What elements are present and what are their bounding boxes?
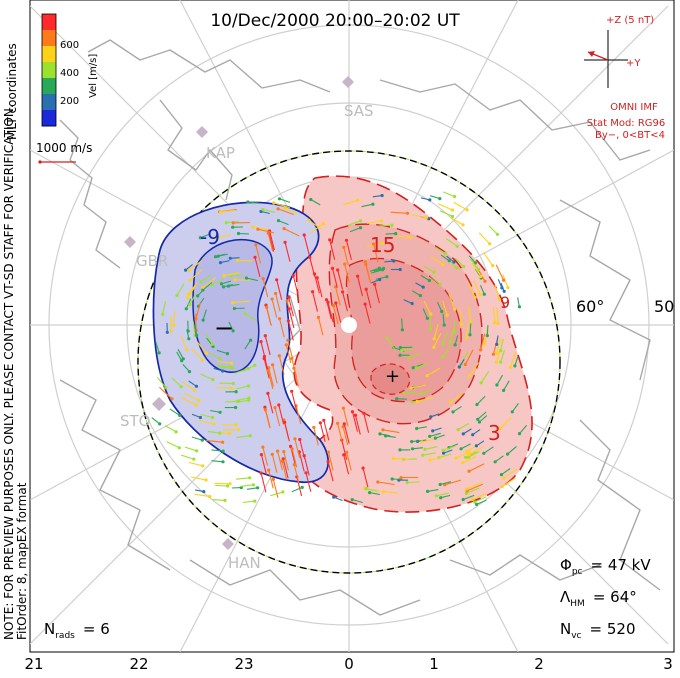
pole-marker <box>341 317 357 333</box>
mlt-axis: 21 22 23 0 1 2 3 <box>24 655 672 673</box>
map-title: 10/Dec/2000 20:00–20:02 UT <box>210 11 460 31</box>
mlt-tick-0: 0 <box>344 655 354 673</box>
velocity-vector <box>230 258 239 259</box>
mlt-tick-23: 23 <box>234 655 253 673</box>
colorbar-tick-200: 200 <box>60 96 79 107</box>
velocity-vector <box>238 260 253 261</box>
colorbar-swatch <box>42 30 56 47</box>
velocity-vector <box>223 430 239 431</box>
mlt-tick-1: 1 <box>429 655 439 673</box>
imf-y-label: +Y <box>626 58 641 69</box>
colorbar-swatch <box>42 110 56 127</box>
imf-condition: By−, 0<BT<4 <box>595 130 665 141</box>
velocity-vector <box>487 325 488 335</box>
colorbar-label: Vel [m/s] <box>88 54 99 98</box>
imf-z-label: +Z (5 nT) <box>606 15 654 26</box>
imf-source: OMNI IMF <box>610 102 658 113</box>
station-label-sas: SAS <box>344 102 374 120</box>
colorbar-swatch <box>42 46 56 63</box>
colorbar-swatches <box>42 14 56 127</box>
colorbar-swatch <box>42 14 56 31</box>
mlt-tick-22: 22 <box>129 655 148 673</box>
preview-note: NOTE: FOR PREVIEW PURPOSES ONLY. PLEASE … <box>2 104 16 640</box>
station-label-sto: STO <box>120 412 151 430</box>
colorbar-swatch <box>42 62 56 79</box>
latitude-label-50: 50° <box>654 297 680 316</box>
colorbar-swatch <box>42 78 56 95</box>
mlt-tick-21: 21 <box>24 655 43 673</box>
velocity-vector <box>397 399 407 400</box>
contour-label-15: 15 <box>370 233 395 257</box>
velocity-vector <box>407 482 419 483</box>
colorbar-swatch <box>42 94 56 111</box>
mlt-tick-2: 2 <box>534 655 544 673</box>
velocity-vector <box>392 479 402 480</box>
colorbar-tick-600: 600 <box>60 40 79 51</box>
imf-model: Stat Mod: RG96 <box>587 118 666 129</box>
contour-label-9: 9 <box>500 293 510 312</box>
latitude-label-60: 60° <box>576 297 604 316</box>
scale-vector-label: 1000 m/s <box>36 141 92 155</box>
contour-label-neg: -9 <box>200 225 220 249</box>
fit-order: FitOrder: 8, mapEX format <box>15 482 29 640</box>
station-label-han: HAN <box>228 554 261 572</box>
potential-max-marker: + <box>385 366 400 387</box>
colorbar-tick-400: 400 <box>60 68 79 79</box>
velocity-vector <box>225 401 238 402</box>
potential-min-marker: − <box>214 314 234 342</box>
velocity-vector <box>402 319 403 330</box>
station-label-kap: KAP <box>206 144 235 162</box>
velocity-vector <box>215 485 227 486</box>
station-label-gbr: GBR <box>136 252 168 270</box>
contour-label-3: 3 <box>488 421 501 445</box>
velocity-vector <box>215 483 230 484</box>
mlt-tick-3: 3 <box>663 655 673 673</box>
